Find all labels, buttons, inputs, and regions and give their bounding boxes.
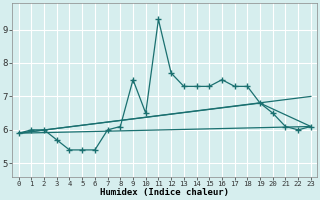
X-axis label: Humidex (Indice chaleur): Humidex (Indice chaleur) [100,188,229,197]
